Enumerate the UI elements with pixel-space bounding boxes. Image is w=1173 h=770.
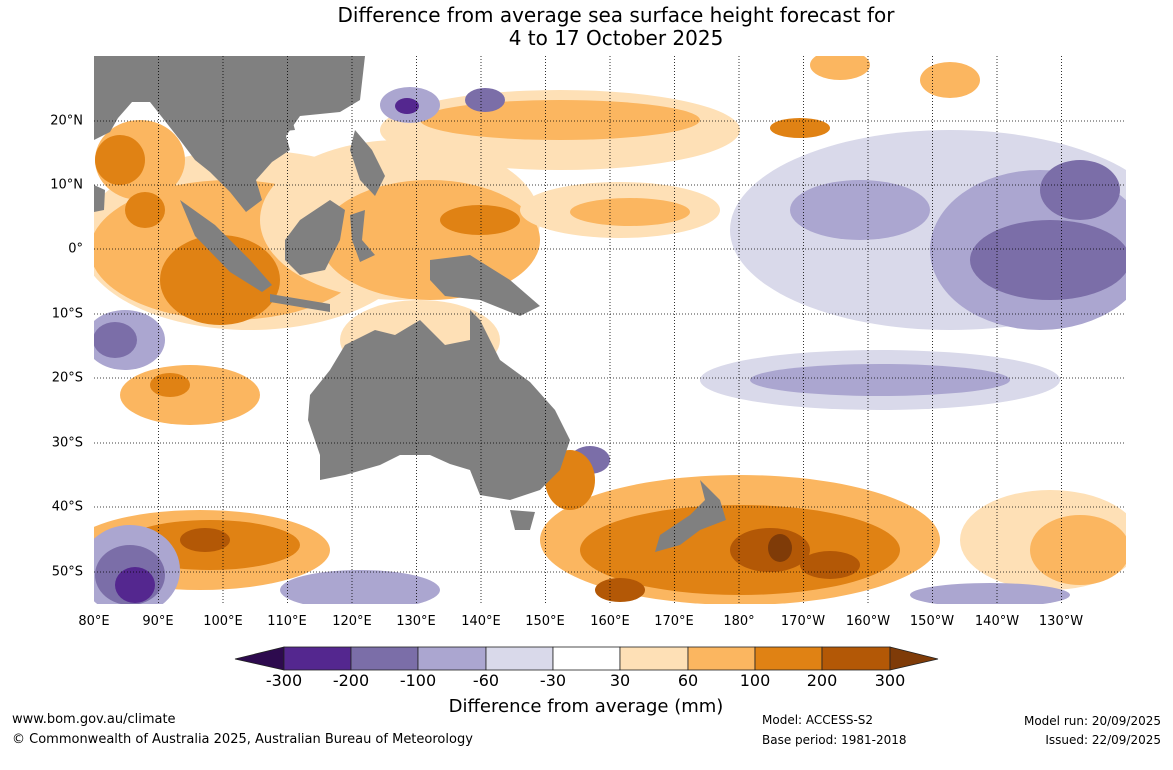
colorbar-title: Difference from average (mm) [448,696,724,717]
lon-label: 170°E [654,614,694,629]
land [94,56,726,552]
lon-label: 90°E [142,614,174,629]
colorbar-tick: 30 [609,671,631,690]
lat-label: 50°S [51,564,83,580]
lon-label: 150°E [525,614,565,629]
lon-label: 130°E [396,614,436,629]
colorbar-over [889,646,939,671]
colorbar-tick: -300 [265,671,303,690]
lon-label: 120°E [332,614,372,629]
graticule [94,56,1126,604]
copyright: © Commonwealth of Australia 2025, Austra… [12,732,473,747]
chart-title: Difference from average sea surface heig… [0,4,1173,50]
colorbar-tick: -100 [399,671,437,690]
lon-label: 160°W [845,614,891,629]
colorbar-tick: 300 [874,671,906,690]
lon-label: 140°W [974,614,1020,629]
title-line-1: Difference from average sea surface heig… [337,3,895,27]
lat-label: 10°S [51,306,83,322]
colorbar-tick: 200 [806,671,838,690]
lon-label: 100°E [203,614,243,629]
title-line-2: 4 to 17 October 2025 [508,26,724,50]
lat-label: 40°S [51,499,83,515]
lon-label: 130°W [1038,614,1084,629]
lat-label: 20°S [51,370,83,386]
lat-label: 0° [68,241,83,257]
colorbar [234,646,939,671]
issued-date: Issued: 22/09/2025 [1045,733,1161,747]
colorbar-tick: -200 [332,671,370,690]
colorbar-tick: 60 [677,671,699,690]
colorbar-tick: 100 [739,671,771,690]
model-name: Model: ACCESS-S2 [762,713,874,727]
lon-label: 150°W [909,614,955,629]
lat-label: 30°S [51,435,83,451]
lon-label: 80°E [78,614,110,629]
colorbar-tick: -60 [472,671,500,690]
anomaly-field [94,56,1126,604]
lon-label: 160°E [590,614,630,629]
lon-label: 170°W [780,614,826,629]
model-run-date: Model run: 20/09/2025 [1023,714,1161,728]
website-link[interactable]: www.bom.gov.au/climate [12,712,176,727]
lon-label: 110°E [267,614,307,629]
colorbar-tick: -30 [539,671,567,690]
lat-label: 10°N [50,177,83,193]
base-period: Base period: 1981-2018 [762,733,907,747]
lon-label: 180° [723,614,755,629]
lat-label: 20°N [50,113,83,129]
colorbar-under [234,646,285,671]
lon-label: 140°E [461,614,501,629]
